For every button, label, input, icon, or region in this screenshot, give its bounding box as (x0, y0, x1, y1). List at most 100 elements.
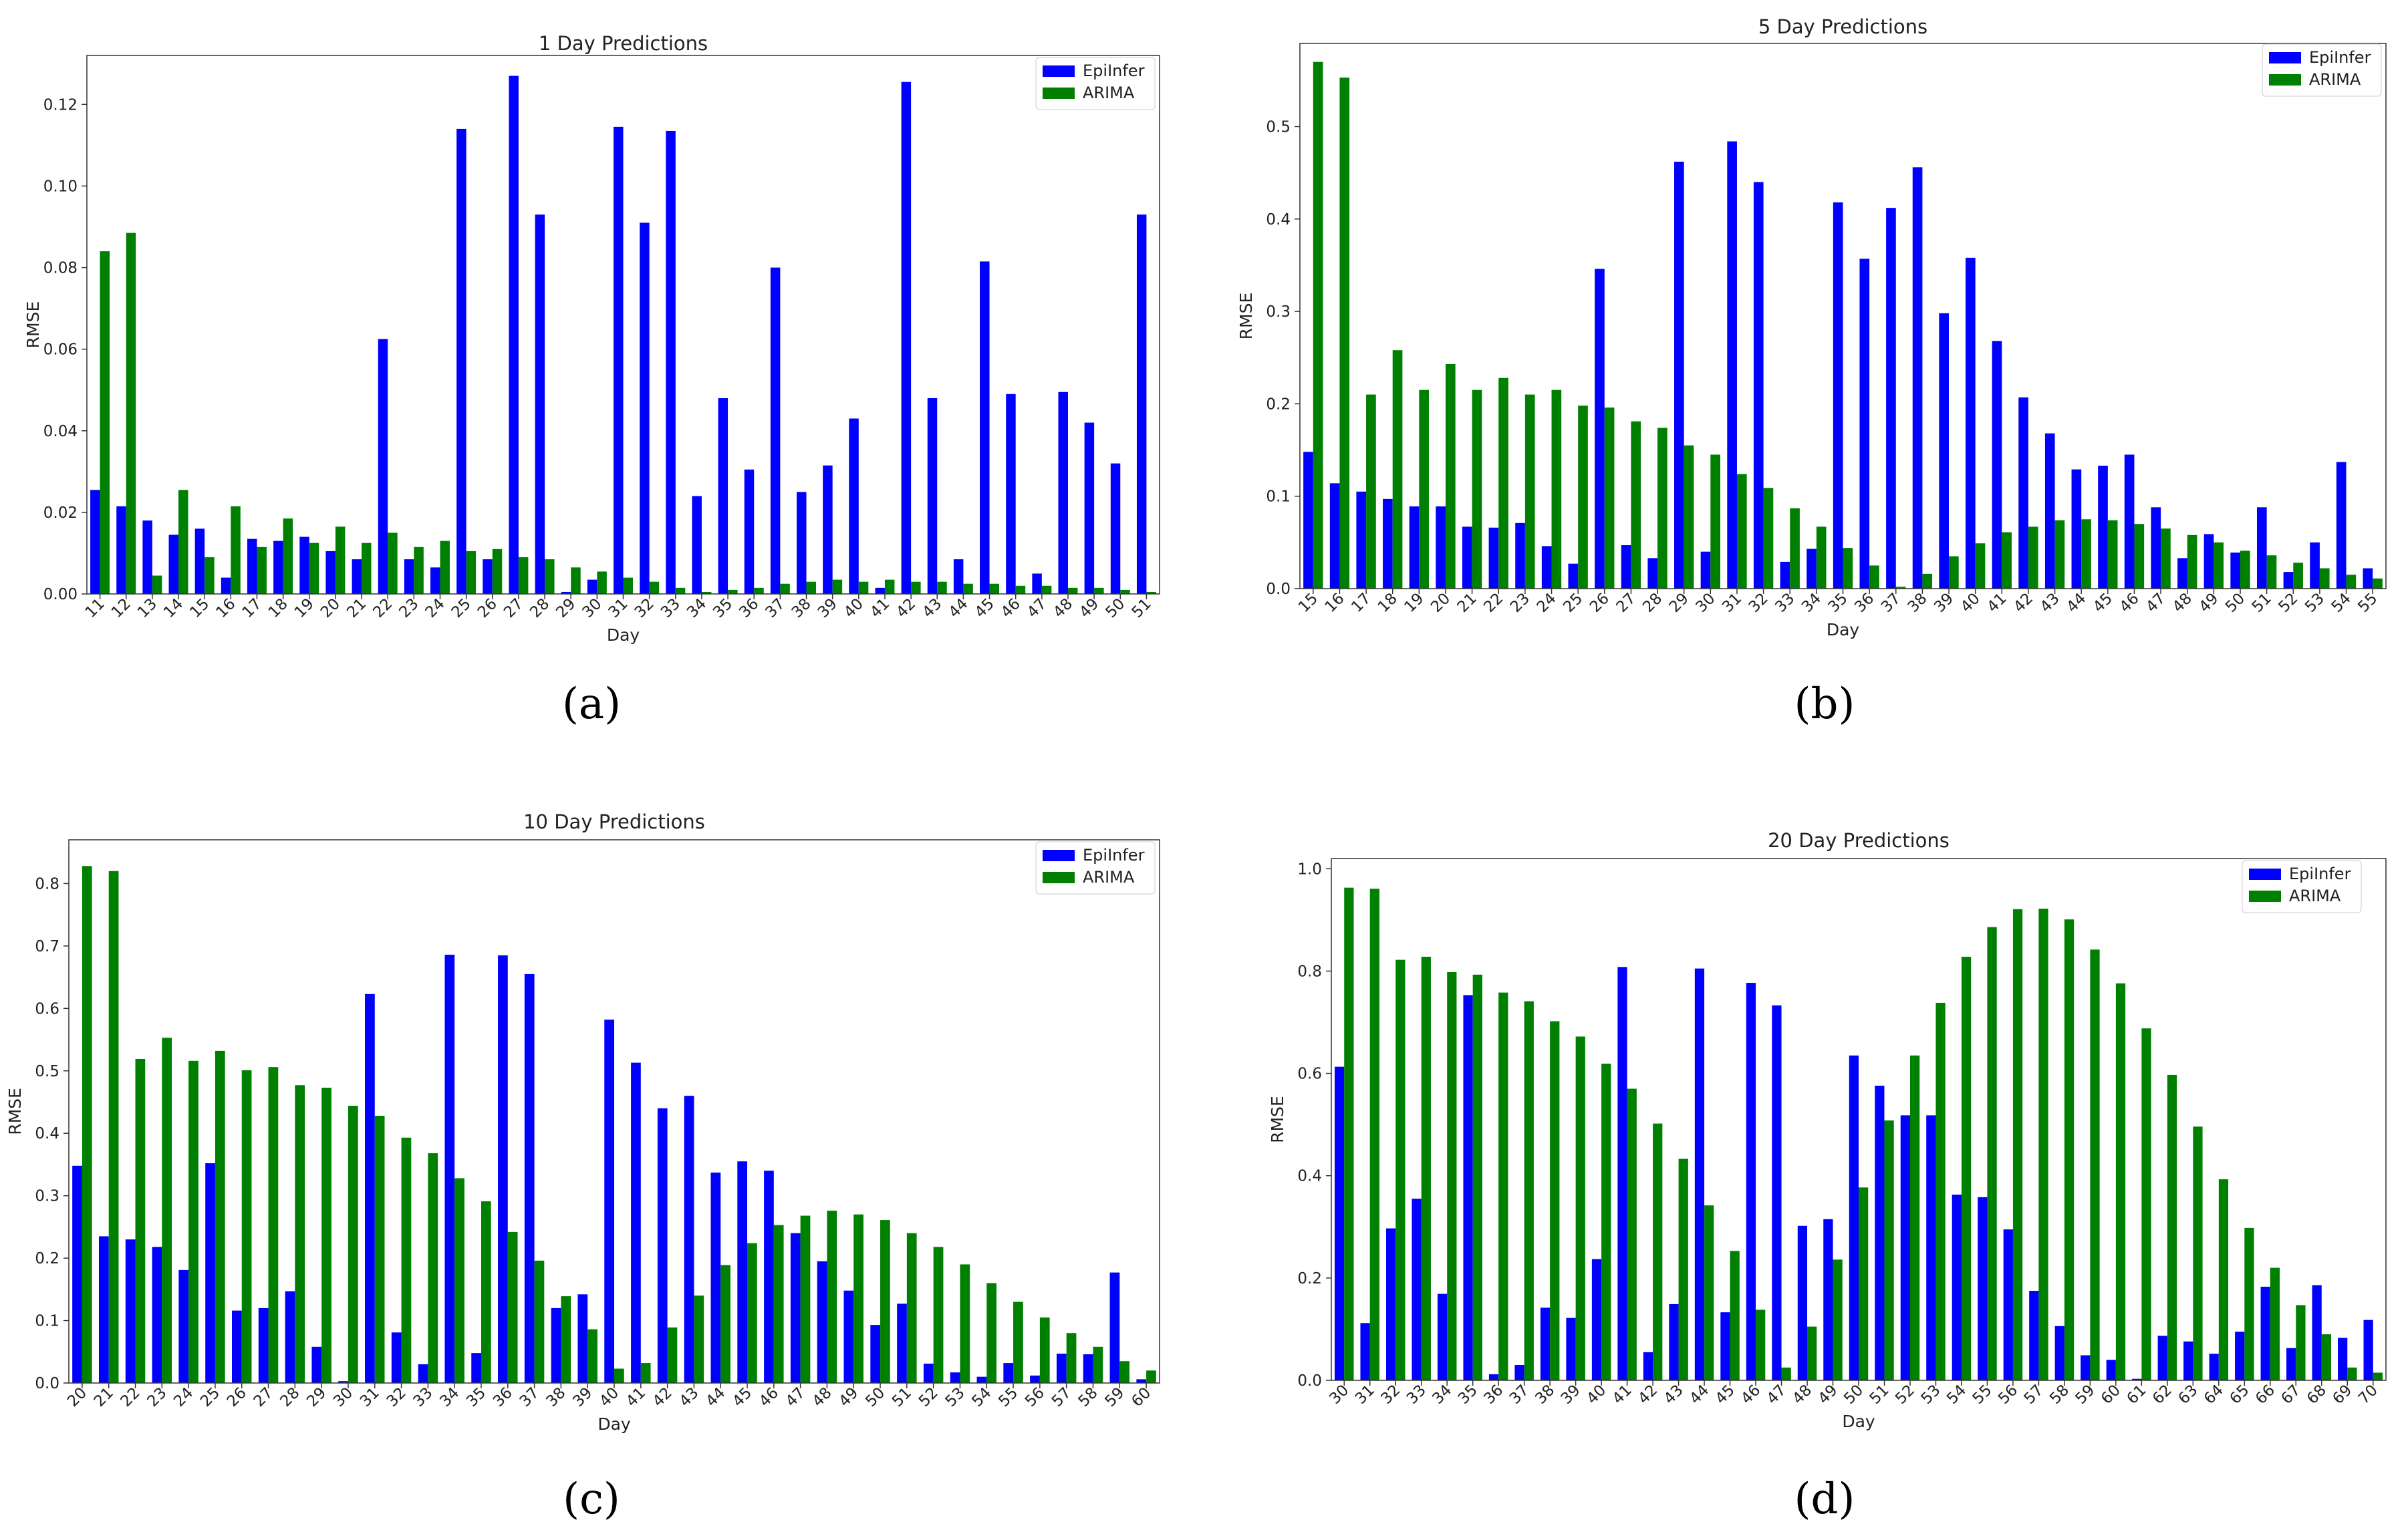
bar-arima-day-36 (507, 1231, 518, 1383)
bar-epiinfer-day-29 (311, 1346, 322, 1383)
x-tick-label: 37 (763, 595, 789, 621)
x-tick-label: 15 (1295, 590, 1321, 616)
bar-arima-day-29 (1684, 445, 1694, 589)
x-tick-label: 28 (1639, 590, 1665, 616)
x-tick-label: 40 (1958, 590, 1984, 616)
bar-epiinfer-day-50 (2230, 553, 2241, 589)
bar-epiinfer-day-47 (2151, 507, 2161, 589)
x-tick-label: 21 (91, 1384, 117, 1410)
y-tick-label: 0.08 (43, 260, 78, 277)
x-tick-label: 12 (108, 595, 134, 621)
x-tick-label: 25 (448, 595, 475, 621)
bar-epiinfer-day-32 (1385, 1228, 1396, 1380)
x-tick-label: 24 (1534, 590, 1560, 616)
x-tick-label: 45 (1712, 1382, 1738, 1408)
x-tick-label: 41 (867, 595, 893, 621)
bar-arima-day-36 (1869, 565, 1879, 589)
bar-epiinfer-day-30 (1335, 1066, 1345, 1380)
bar-epiinfer-day-34 (692, 496, 702, 594)
bar-arima-day-45 (1730, 1251, 1740, 1380)
bar-arima-day-69 (2347, 1367, 2357, 1380)
x-tick-label: 37 (1878, 590, 1904, 616)
y-tick-label: 0.0 (35, 1375, 59, 1392)
bar-arima-day-41 (1627, 1088, 1637, 1380)
bar-epiinfer-day-23 (1515, 522, 1525, 589)
bar-arima-day-51 (906, 1233, 917, 1383)
bar-epiinfer-day-34 (444, 954, 455, 1383)
x-tick-label: 64 (2201, 1382, 2227, 1408)
bar-epiinfer-day-11 (90, 490, 100, 594)
bar-epiinfer-day-47 (790, 1233, 801, 1383)
bar-epiinfer-day-55 (2363, 568, 2373, 589)
bar-arima-day-36 (1498, 992, 1508, 1380)
x-tick-label: 35 (1825, 590, 1851, 616)
bar-epiinfer-day-22 (1488, 527, 1499, 589)
bar-epiinfer-day-33 (666, 130, 676, 594)
bar-arima-day-41 (640, 1363, 651, 1383)
bar-epiinfer-day-37 (1514, 1365, 1524, 1380)
x-tick-label: 55 (995, 1384, 1021, 1410)
bar-arima-day-52 (1909, 1055, 1920, 1380)
x-tick-label: 17 (239, 595, 265, 621)
y-tick-label: 0.0 (1266, 581, 1291, 598)
bar-arima-day-49 (2214, 542, 2224, 589)
bar-arima-day-18 (1392, 350, 1403, 589)
bar-arima-day-48 (827, 1211, 837, 1383)
bar-arima-day-47 (1041, 585, 1052, 594)
x-tick-label: 32 (632, 595, 658, 621)
bar-arima-day-46 (1756, 1310, 1766, 1380)
bar-epiinfer-day-49 (2203, 534, 2214, 589)
bar-epiinfer-day-30 (587, 579, 597, 594)
x-tick-label: 29 (553, 595, 579, 621)
bar-epiinfer-day-36 (1859, 259, 1870, 589)
bar-arima-day-32 (401, 1137, 412, 1383)
bar-epiinfer-day-39 (577, 1294, 588, 1383)
bar-arima-day-64 (2218, 1179, 2229, 1380)
x-tick-label: 40 (596, 1384, 622, 1410)
bar-arima-day-42 (2028, 526, 2038, 589)
bar-epiinfer-day-19 (1409, 506, 1420, 589)
x-tick-label: 21 (1454, 590, 1480, 616)
x-tick-label: 31 (606, 595, 632, 621)
x-tick-label: 22 (1480, 590, 1506, 616)
bar-epiinfer-day-53 (2310, 542, 2320, 589)
bar-epiinfer-day-58 (1083, 1354, 1093, 1383)
bar-epiinfer-day-31 (1727, 141, 1737, 589)
x-tick-label: 41 (623, 1384, 649, 1410)
bar-arima-day-30 (597, 571, 607, 594)
bar-epiinfer-day-67 (2286, 1348, 2296, 1380)
bar-arima-day-20 (335, 526, 346, 594)
bar-arima-day-31 (1369, 889, 1379, 1380)
legend: EpiInfer ARIMA (1035, 57, 1156, 110)
bar-epiinfer-day-30 (338, 1381, 348, 1383)
x-tick-label: 39 (569, 1384, 595, 1410)
bar-epiinfer-day-45 (980, 261, 990, 594)
bar-arima-day-58 (1093, 1346, 1103, 1383)
bar-epiinfer-day-26 (1595, 269, 1605, 589)
bar-epiinfer-day-44 (1694, 968, 1705, 1380)
x-tick-label: 33 (658, 595, 684, 621)
bar-epiinfer-day-45 (1720, 1312, 1730, 1380)
bar-epiinfer-day-45 (2098, 466, 2108, 589)
y-tick-label: 0.5 (1266, 118, 1291, 136)
bar-epiinfer-day-28 (535, 214, 545, 594)
bar-epiinfer-day-60 (1136, 1379, 1147, 1383)
y-tick-label: 0.2 (35, 1250, 59, 1267)
y-tick-label: 0.04 (43, 423, 78, 440)
bar-epiinfer-day-50 (1110, 463, 1121, 594)
x-tick-label: 62 (2149, 1382, 2175, 1408)
bar-epiinfer-day-20 (325, 551, 336, 594)
x-tick-label: 57 (1049, 1384, 1075, 1410)
bar-arima-day-41 (884, 579, 895, 594)
bar-epiinfer-day-47 (1772, 1005, 1782, 1380)
panel-d: 0.0 0.2 0.4 0.6 0.8 1.0 30 31 32 33 34 35 36 37 38 39 40… (1268, 829, 2387, 1524)
bar-arima-day-38 (1922, 573, 1933, 589)
bar-arima-day-17 (257, 547, 267, 594)
bar-arima-day-42 (1653, 1123, 1663, 1380)
bar-epiinfer-day-37 (524, 973, 535, 1383)
x-tick-label: 59 (1101, 1384, 1127, 1410)
bar-epiinfer-day-56 (2003, 1229, 2013, 1380)
x-tick-label: 70 (2355, 1382, 2381, 1408)
bar-epiinfer-day-15 (1303, 452, 1313, 589)
bar-epiinfer-day-46 (2124, 454, 2135, 589)
